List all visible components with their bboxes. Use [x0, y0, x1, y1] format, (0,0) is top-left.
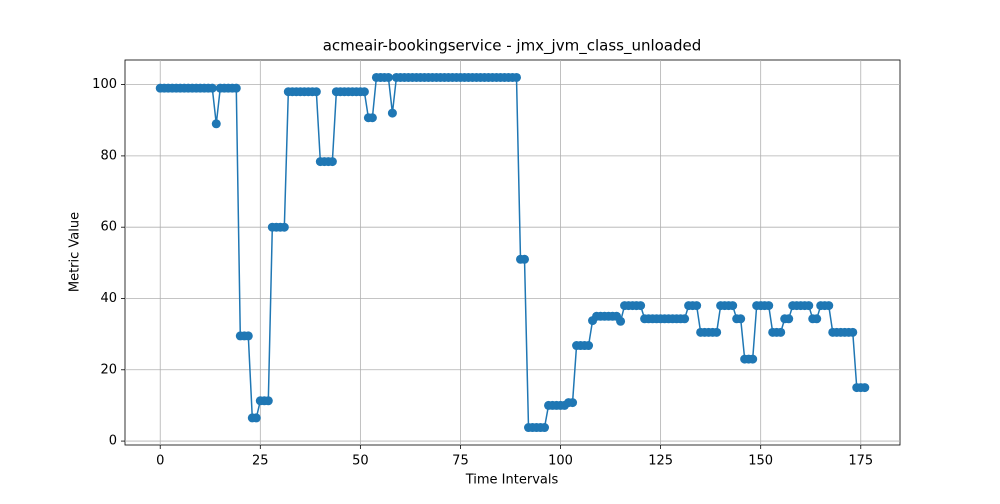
data-point [584, 341, 594, 351]
x-tick-label: 125 [648, 454, 673, 469]
data-point [279, 222, 289, 232]
data-point [367, 113, 377, 123]
data-point [736, 314, 746, 324]
data-point [616, 316, 626, 326]
data-point [263, 396, 273, 406]
y-tick-label: 60 [100, 220, 117, 235]
data-point [207, 83, 217, 93]
data-point [211, 119, 221, 129]
data-point [512, 72, 522, 82]
data-point [520, 254, 530, 264]
data-point [812, 314, 822, 324]
data-point [311, 87, 321, 97]
y-tick-label: 20 [100, 362, 117, 377]
x-tick-label: 75 [452, 454, 469, 469]
x-tick-label: 25 [252, 454, 269, 469]
x-axis-label: Time Intervals [465, 473, 559, 488]
data-point [824, 301, 834, 311]
data-point [712, 327, 722, 337]
data-point [568, 398, 578, 408]
data-point [540, 423, 550, 433]
data-point [680, 314, 690, 324]
x-tick-label: 0 [156, 454, 164, 469]
data-point [243, 331, 253, 341]
y-tick-label: 40 [100, 291, 117, 306]
data-point [776, 327, 786, 337]
data-point [804, 301, 814, 311]
data-point [748, 354, 758, 364]
data-point [387, 108, 397, 118]
data-point [251, 413, 261, 423]
data-line [160, 76, 865, 429]
data-point [231, 83, 241, 93]
x-tick-label: 175 [848, 454, 873, 469]
data-point [692, 301, 702, 311]
y-axis-label: Metric Value [68, 212, 83, 292]
x-tick-label: 150 [748, 454, 773, 469]
y-tick-label: 100 [92, 77, 117, 92]
data-point [359, 87, 369, 97]
data-point [860, 383, 870, 393]
y-tick-label: 0 [109, 434, 117, 449]
data-point [383, 72, 393, 82]
data-point [848, 327, 858, 337]
x-tick-label: 50 [352, 454, 369, 469]
x-tick-label: 100 [548, 454, 573, 469]
data-point [764, 301, 774, 311]
data-point [728, 301, 738, 311]
plot-frame [124, 59, 901, 446]
data-point [784, 314, 794, 324]
data-point [636, 301, 646, 311]
data-point [327, 157, 337, 167]
chart-title: acmeair-bookingservice - jmx_jvm_class_u… [323, 37, 702, 56]
y-tick-label: 80 [100, 148, 117, 163]
